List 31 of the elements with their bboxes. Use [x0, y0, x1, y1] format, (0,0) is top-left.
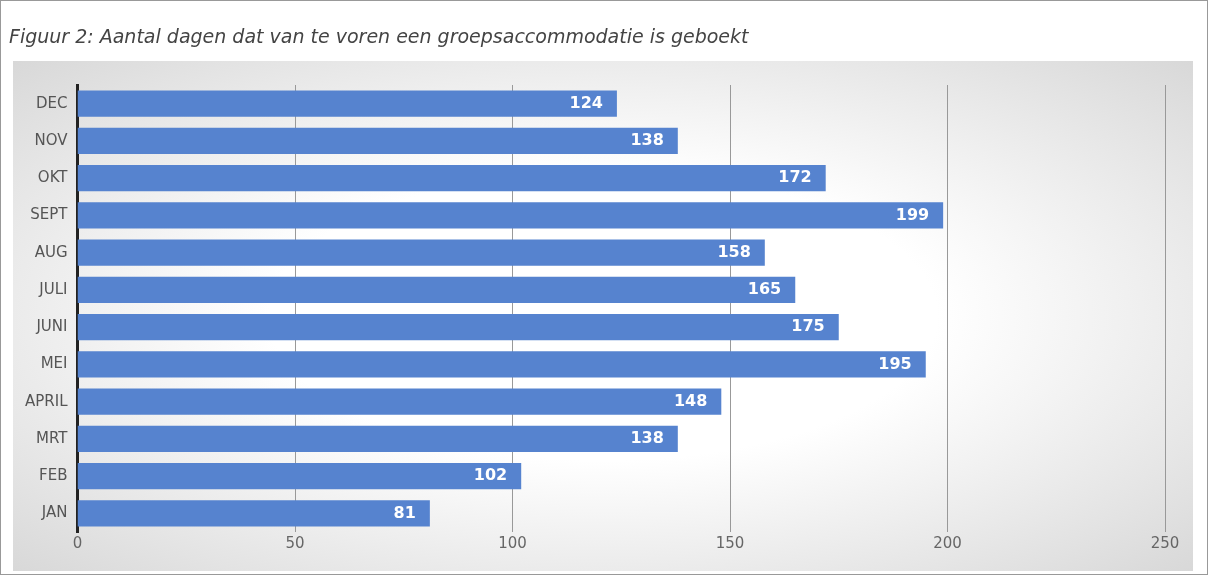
y-tick-label: DEC — [35, 93, 68, 112]
x-tick-label: 150 — [715, 533, 745, 552]
y-tick-label: JULI — [38, 279, 68, 298]
x-tick-label: 50 — [285, 533, 305, 552]
data-label: 138 — [630, 428, 664, 448]
data-label: 148 — [673, 390, 708, 410]
data-label: 199 — [895, 204, 930, 224]
data-label: 81 — [393, 502, 416, 522]
y-tick-label: JUNI — [35, 317, 68, 336]
x-tick-label: 100 — [498, 533, 527, 552]
data-label: 165 — [747, 279, 782, 299]
x-tick-label: 200 — [933, 533, 962, 552]
data-label: 124 — [569, 92, 603, 112]
y-tick-label: SEPT — [30, 205, 69, 224]
x-tick-label: 250 — [1150, 533, 1180, 552]
y-tick-label: AUG — [34, 242, 68, 261]
y-tick-label: MEI — [40, 354, 68, 373]
data-label: 175 — [791, 316, 825, 336]
data-label: 158 — [717, 241, 751, 261]
x-tick-label: 0 — [72, 533, 83, 552]
y-tick-label: OKT — [37, 168, 69, 187]
data-label: 102 — [473, 465, 508, 485]
y-tick-label: NOV — [34, 130, 69, 149]
y-tick-label: FEB — [39, 466, 68, 485]
y-tick-label: APRIL — [24, 391, 69, 410]
data-label: 172 — [778, 167, 812, 187]
y-tick-label: JAN — [40, 503, 68, 522]
y-tick-label: MRT — [36, 428, 69, 447]
data-label: 138 — [630, 130, 664, 150]
data-label: 195 — [878, 353, 912, 373]
chart-title: Figuur 2: Aantal dagen dat van te voren een groepsaccommodatie is geboekt — [9, 25, 749, 47]
